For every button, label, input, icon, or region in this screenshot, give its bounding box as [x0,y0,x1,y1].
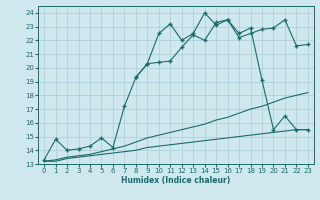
X-axis label: Humidex (Indice chaleur): Humidex (Indice chaleur) [121,176,231,185]
